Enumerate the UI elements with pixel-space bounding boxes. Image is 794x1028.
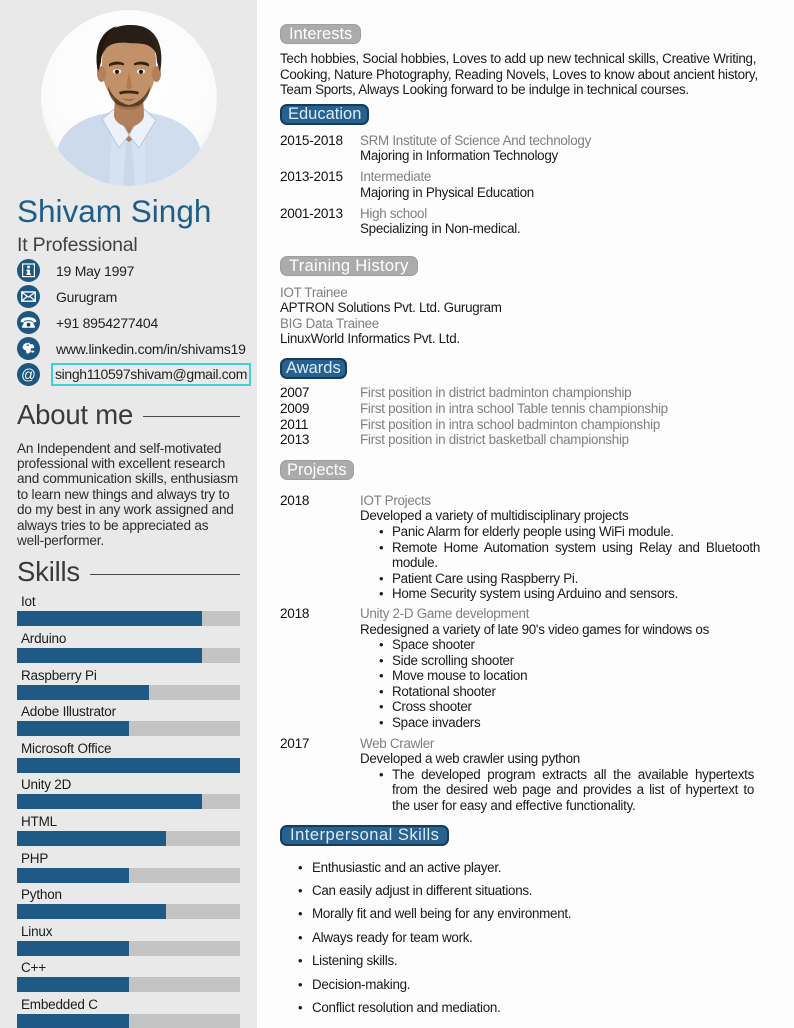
svg-text:@: @ [21,368,36,384]
